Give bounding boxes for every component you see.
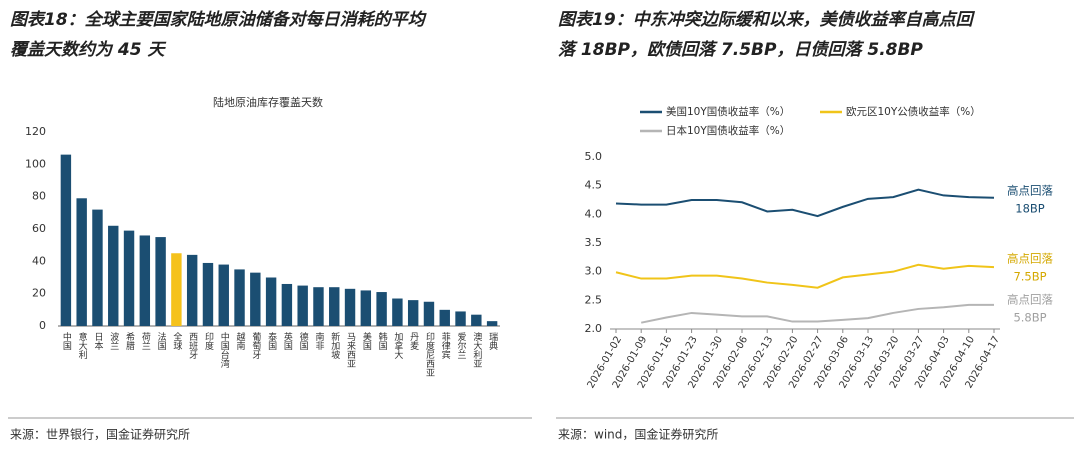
bar [139, 235, 151, 326]
bar [392, 298, 403, 326]
y-tick-label: 60 [32, 222, 46, 235]
annotation: 高点回落 [1007, 184, 1053, 198]
x-tick-label: 中国台湾 [219, 331, 230, 369]
bar [376, 292, 387, 326]
x-tick-label: 美国 [361, 331, 372, 351]
chart-title: 陆地原油库存覆盖天数 [213, 95, 323, 109]
source: 来源：wind，国金证券研究所 [558, 427, 718, 442]
series-line [615, 263, 995, 289]
header-left: 图表18：全球主要国家陆地原油储备对每日消耗的平均 [10, 10, 428, 30]
y-tick-label: 5.0 [585, 150, 603, 163]
bar [123, 230, 135, 326]
bar [186, 254, 198, 326]
bar [313, 287, 324, 326]
x-tick-label: 印度尼西亚 [424, 331, 435, 377]
y-tick-label: 120 [25, 125, 46, 138]
y-tick-label: 20 [32, 287, 46, 300]
y-tick-label: 3.5 [585, 236, 603, 249]
y-tick-label: 2.5 [585, 293, 603, 306]
bar [218, 264, 229, 326]
x-tick-label: 南非 [313, 331, 324, 351]
bar [202, 262, 214, 326]
x-tick-label: 西班牙 [187, 332, 198, 360]
bar [60, 154, 72, 326]
x-tick-label: 瑞典 [487, 331, 498, 351]
series-line [615, 188, 995, 218]
y-tick-label: 100 [25, 157, 46, 170]
header-left: 覆盖天数约为 45 天 [10, 40, 166, 60]
bar [281, 283, 293, 326]
x-tick-label: 葡萄牙 [250, 331, 260, 360]
x-tick-label: 日本 [92, 332, 103, 351]
x-tick-label: 爱尔兰 [456, 332, 467, 359]
x-tick-label: 印度 [203, 331, 214, 351]
y-tick-label: 2.0 [585, 322, 603, 335]
x-tick-label: 韩国 [377, 331, 388, 351]
legend-label: 日本10Y国债收益率（%） [666, 124, 790, 137]
bar [250, 272, 261, 326]
y-tick-label: 40 [32, 254, 46, 267]
bar [455, 311, 466, 326]
x-tick-label: 德国 [298, 331, 309, 351]
annotation: 5.8BP [1013, 311, 1046, 325]
y-tick-label: 4.5 [585, 179, 603, 192]
bar [297, 285, 308, 326]
y-tick-label: 4.0 [585, 207, 603, 220]
x-tick-label: 菲律宾 [440, 331, 451, 360]
y-tick-label: 80 [32, 190, 46, 203]
bar [76, 198, 87, 326]
bar [234, 269, 245, 326]
x-tick-label: 意大利 [77, 331, 88, 359]
x-tick-label: 中国 [61, 331, 72, 351]
annotation: 高点回落 [1007, 293, 1053, 307]
x-tick-label: 希腊 [124, 331, 135, 351]
x-tick-label: 荷兰 [140, 332, 151, 350]
x-tick-label: 马来西亚 [345, 332, 356, 368]
bar [171, 253, 182, 326]
bar [155, 237, 166, 326]
annotation: 7.5BP [1013, 270, 1046, 284]
bar [407, 300, 419, 326]
source: 来源：世界银行，国金证券研究所 [10, 427, 190, 442]
bar [439, 309, 450, 326]
x-tick-label: 波兰 [108, 331, 119, 350]
x-tick-label: 加拿大 [392, 332, 403, 360]
annotation: 18BP [1015, 202, 1045, 216]
x-tick-label: 丹麦 [408, 332, 419, 351]
bar [329, 287, 340, 326]
bar [423, 301, 435, 326]
series-line [640, 303, 994, 324]
x-tick-label: 全球 [171, 331, 182, 350]
header-right: 落 18BP，欧债回落 7.5BP，日债回落 5.8BP [558, 40, 923, 60]
y-tick-label: 3.0 [585, 265, 603, 278]
legend-label: 欧元区10Y公债收益率（%） [846, 105, 981, 118]
bar [486, 321, 498, 326]
x-tick-label: 澳大利亚 [471, 331, 482, 368]
x-tick-label: 新加坡 [329, 331, 340, 360]
bar [360, 290, 372, 326]
bar [265, 277, 277, 326]
annotation: 高点回落 [1007, 252, 1053, 266]
bar [344, 288, 356, 326]
legend-label: 美国10Y国债收益率（%） [666, 105, 790, 118]
header-right: 图表19：中东冲突边际缓和以来，美债收益率自高点回 [558, 10, 976, 30]
y-tick-label: 0 [39, 319, 46, 332]
x-tick-label: 英国 [282, 331, 293, 351]
x-tick-label: 泰国 [266, 331, 277, 351]
bar [108, 225, 119, 326]
bar [92, 209, 103, 326]
x-tick-label: 法国 [156, 331, 167, 351]
x-tick-label: 越南 [235, 331, 246, 350]
bar [471, 314, 482, 326]
